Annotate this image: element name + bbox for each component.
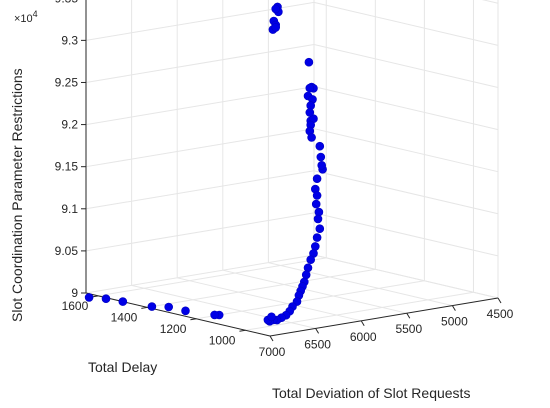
data-point: [304, 57, 314, 67]
z-tick-label: 9.15: [55, 160, 79, 174]
data-point: [310, 242, 320, 251]
data-point: [315, 224, 325, 233]
x-tick: [360, 320, 365, 327]
floor-grid-line: [245, 291, 474, 331]
data-point: [271, 23, 281, 32]
z-tick-label: 9.3: [61, 33, 78, 47]
data-point: [301, 270, 311, 280]
data-point: [312, 174, 322, 183]
data-point: [312, 191, 322, 200]
x-tick-label: 5500: [395, 322, 422, 336]
tick-marks: [81, 39, 502, 342]
wall-grid-line: [85, 212, 315, 252]
data-point: [147, 302, 157, 311]
wall-grid-line: [85, 43, 315, 83]
data-point: [315, 141, 325, 151]
data-point: [101, 294, 111, 304]
x-tick-label: 6000: [350, 330, 377, 344]
data-point: [164, 302, 173, 312]
axis-lines: [85, 0, 499, 337]
y-tick-label: 1200: [160, 322, 187, 336]
x-tick: [497, 297, 502, 304]
data-point: [210, 310, 219, 320]
z-tick-label: 9.05: [55, 244, 79, 258]
floor-grid-line: [222, 269, 407, 314]
z-tick-label: 9.2: [61, 118, 78, 132]
wall-grid-line: [85, 128, 315, 168]
x-axis-label: Total Deviation of Slot Requests: [272, 385, 470, 401]
z-axis-label: Slot Coordination Parameter Restrictions: [9, 68, 25, 322]
data-point: [311, 199, 321, 209]
data-point: [267, 312, 276, 322]
x-tick: [406, 312, 411, 319]
y-axis-line: [85, 292, 271, 337]
data-point: [305, 108, 315, 117]
wall-grid-line: [313, 254, 499, 299]
data-point: [181, 306, 190, 316]
x-tick: [315, 328, 320, 334]
grid-lines: [85, 0, 499, 337]
floor-grid-line: [268, 262, 453, 307]
data-point: [306, 255, 316, 265]
data-point: [313, 214, 323, 224]
x-tick: [451, 305, 456, 311]
x-tick: [269, 335, 274, 342]
floor-grid-line: [196, 280, 425, 320]
wall-grid-line: [85, 170, 315, 210]
data-point: [316, 152, 326, 162]
x-tick-label: 5000: [441, 315, 468, 329]
x-axis-line: [269, 297, 499, 337]
wall-grid-line: [481, 0, 499, 4]
data-point: [118, 297, 128, 306]
wall-grid-line: [313, 128, 499, 173]
data-point: [271, 4, 281, 14]
data-point: [84, 293, 94, 302]
y-axis-label: Total Delay: [88, 359, 157, 375]
y-tick-label: 1000: [209, 333, 236, 347]
data-point: [305, 83, 315, 93]
floor-grid-line: [131, 284, 316, 329]
wall-grid-line: [85, 254, 315, 294]
wall-grid-line: [313, 43, 499, 88]
y-tick: [239, 329, 246, 332]
wall-grid-line: [313, 86, 499, 131]
z-tick-label: 9.1: [61, 202, 78, 216]
y-tick: [141, 306, 148, 309]
floor-grid-line: [147, 268, 376, 308]
z-tick-label: 9.25: [55, 75, 79, 89]
data-point: [307, 133, 316, 142]
wall-grid-line: [85, 86, 315, 126]
data-point: [317, 161, 327, 170]
data-point: [303, 263, 313, 273]
data-point: [312, 233, 322, 242]
y-tick-label: 1400: [111, 310, 138, 324]
z-tick-label: 9: [71, 286, 78, 300]
y-tick-label: 1600: [62, 299, 89, 313]
tick-labels: 7000 6500 6000 5500 5000 4500 1000 1200 1400 1600…: [55, 0, 514, 359]
wall-grid-line: [313, 212, 499, 257]
y-tick: [190, 318, 197, 321]
wall-grid-line: [313, 1, 499, 46]
data-points: [84, 2, 327, 326]
x-tick-label: 4500: [487, 307, 514, 321]
z-multiplier-label: ×104: [14, 9, 38, 25]
floor-grid-line: [98, 257, 327, 297]
floor-grid-line: [177, 277, 362, 322]
x-tick-label: 7000: [259, 345, 286, 359]
wall-grid-line: [313, 170, 499, 215]
z-tick-label: 9.35: [55, 0, 79, 5]
x-tick-label: 6500: [304, 337, 331, 351]
